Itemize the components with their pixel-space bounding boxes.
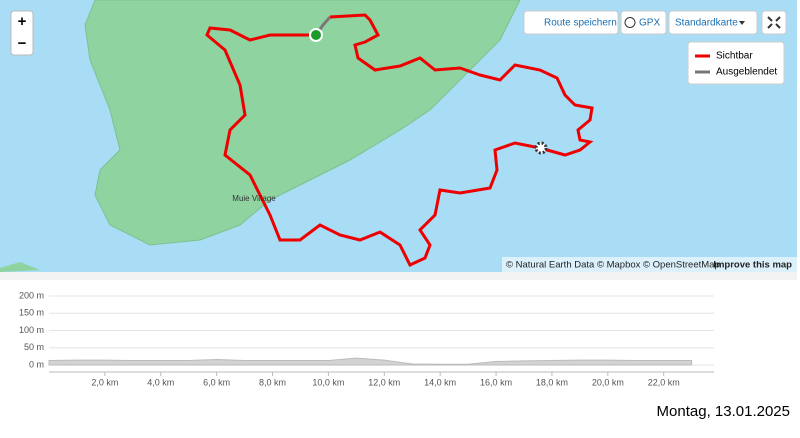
y-tick-label: 150 m: [19, 308, 44, 318]
gpx-icon: [624, 17, 636, 28]
style-button[interactable]: [668, 10, 758, 35]
y-tick-label: 50 m: [24, 342, 44, 352]
route: [205, 26, 541, 267]
gpx-button[interactable]: [620, 10, 667, 35]
save-button[interactable]: [523, 10, 619, 35]
finish-marker: [534, 141, 548, 155]
place-label: Muie Village: [232, 194, 276, 203]
land: [0, 262, 40, 272]
legend-label: Ausgeblendet: [716, 67, 777, 78]
y-tick-label: 200 m: [19, 290, 44, 300]
legend: [687, 41, 785, 85]
x-tick-label: 8,0 km: [259, 377, 286, 387]
x-tick-label: 4,0 km: [147, 377, 174, 387]
x-tick-label: 10,0 km: [312, 377, 344, 387]
fullscreen-icon: [767, 16, 781, 29]
x-tick-label: 14,0 km: [424, 377, 456, 387]
x-tick-label: 16,0 km: [480, 377, 512, 387]
zoom-control: [10, 10, 34, 56]
x-tick-label: 6,0 km: [203, 377, 230, 387]
x-tick-label: 2,0 km: [91, 377, 118, 387]
y-tick-label: 100 m: [19, 325, 44, 335]
zoom-in[interactable]: +: [18, 13, 27, 30]
style-label[interactable]: Standardkarte: [675, 18, 738, 29]
attribution-box: [502, 257, 797, 272]
x-tick-label: 18,0 km: [536, 377, 568, 387]
fullscreen-button[interactable]: [761, 10, 787, 35]
elevation-area: [48, 357, 693, 366]
attribution: © Natural Earth Data © Mapbox © OpenStre…: [506, 260, 720, 271]
y-tick-label: 0 m: [29, 359, 44, 369]
legend-label: Sichtbar: [716, 51, 753, 62]
route: [329, 13, 594, 157]
divider[interactable]: [0, 272, 797, 280]
caret: [739, 21, 745, 25]
date: Montag, 13.01.2025: [657, 403, 790, 420]
zoom-out[interactable]: −: [18, 35, 27, 52]
start-marker: [309, 28, 323, 42]
save-label[interactable]: Route speichern: [544, 18, 617, 29]
x-tick-label: 12,0 km: [368, 377, 400, 387]
gpx-label[interactable]: GPX: [639, 18, 660, 29]
x-tick-label: 22,0 km: [648, 377, 680, 387]
improve-link[interactable]: Improve this map: [713, 260, 792, 271]
x-tick-label: 20,0 km: [592, 377, 624, 387]
